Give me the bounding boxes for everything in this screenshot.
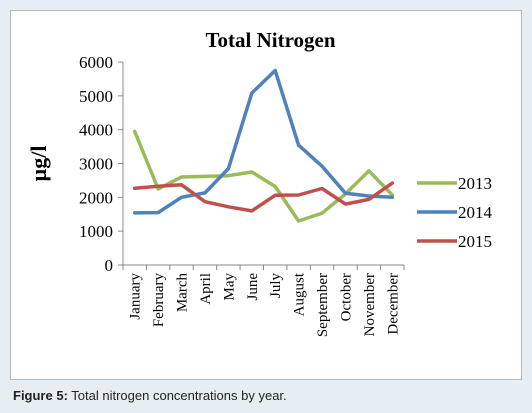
y-tick-label: 4000 xyxy=(79,121,113,140)
x-tick-label: July xyxy=(268,273,284,299)
y-tick-label: 0 xyxy=(105,256,114,275)
caption-text: Total nitrogen concentrations by year. xyxy=(71,388,287,403)
x-tick-label: November xyxy=(362,273,378,336)
x-tick-label: August xyxy=(292,272,308,316)
x-tick-label: March xyxy=(175,273,191,313)
caption-label: Figure 5: xyxy=(13,388,68,403)
x-tick-label: June xyxy=(245,273,261,301)
series-line-2015 xyxy=(132,181,395,213)
y-tick-label: 5000 xyxy=(79,87,113,106)
figure-caption: Figure 5: Total nitrogen concentrations … xyxy=(13,388,287,403)
line-chart: Total Nitrogen µg/l 0 1000 2000 3000 4000 5000 6… xyxy=(26,28,493,337)
y-tick-label: 6000 xyxy=(79,53,113,72)
legend-label-2015: 2015 xyxy=(458,232,492,251)
x-tick-label: February xyxy=(151,273,167,328)
series-line-2013 xyxy=(132,129,395,223)
x-tick-label: April xyxy=(198,273,214,305)
series-line-2014 xyxy=(132,68,395,215)
x-tick-label: May xyxy=(221,273,237,301)
legend-label-2014: 2014 xyxy=(458,203,493,222)
y-tick-label: 3000 xyxy=(79,155,113,174)
x-tick-label: October xyxy=(338,273,354,321)
chart-panel: Total Nitrogen µg/l 0 1000 2000 3000 4000 5000 6… xyxy=(10,10,522,380)
y-tick-label: 2000 xyxy=(79,188,113,207)
x-tick-label: September xyxy=(315,273,331,337)
x-tick-label: January xyxy=(128,273,144,320)
chart-title: Total Nitrogen xyxy=(205,28,335,52)
x-tick-label: December xyxy=(385,273,401,335)
legend-label-2013: 2013 xyxy=(458,174,492,193)
y-tick-label: 1000 xyxy=(79,222,113,241)
y-axis-label: µg/l xyxy=(26,146,51,182)
